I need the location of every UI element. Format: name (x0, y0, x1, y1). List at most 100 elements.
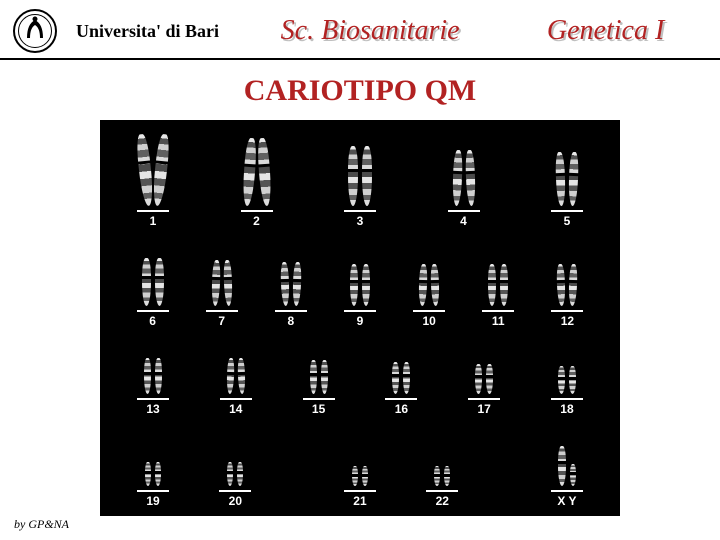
chromosome-label: X Y (557, 494, 576, 508)
slide-header: Universita' di Bari Sc. Biosanitarie Gen… (0, 0, 720, 60)
chromosome-slot: 18 (532, 366, 602, 416)
chromosome-slot: 8 (256, 262, 325, 328)
chromosome-label: 14 (229, 402, 242, 416)
chromosome-underline (344, 210, 376, 212)
chromosome-icon (352, 466, 358, 486)
chromosome-slot: 2 (222, 138, 292, 228)
chromosome-underline (137, 210, 169, 212)
chromosome-icon (362, 264, 370, 306)
chromosome-pair (350, 264, 370, 306)
chromosome-icon (500, 264, 508, 306)
chromosome-pair (488, 264, 508, 306)
chromosome-underline (206, 310, 238, 312)
chromosome-underline (413, 310, 445, 312)
chromosome-label: 21 (353, 494, 366, 508)
course-name-1: Sc. Biosanitarie (281, 15, 460, 47)
chromosome-icon (241, 138, 257, 207)
chromosome-slot: 16 (366, 362, 436, 416)
chromosome-label: 10 (422, 314, 435, 328)
chromosome-underline (137, 310, 169, 312)
chromosome-slot: 22 (407, 466, 477, 508)
chromosome-underline (303, 398, 335, 400)
chromosome-label: 4 (460, 214, 467, 228)
chromosome-icon (558, 366, 565, 394)
chromosome-label: 22 (436, 494, 449, 508)
chromosome-label: 5 (564, 214, 571, 228)
chromosome-pair (227, 462, 243, 486)
chromosome-pair (558, 366, 576, 394)
chromosome-pair (475, 364, 493, 394)
chromosome-slot: 5 (532, 152, 602, 228)
chromosome-slot: 15 (284, 360, 354, 416)
chromosome-icon (444, 466, 450, 486)
chromosome-underline (385, 398, 417, 400)
chromosome-underline (551, 490, 583, 492)
chromosome-underline (344, 310, 376, 312)
chromosome-underline (137, 490, 169, 492)
chromosome-pair (558, 446, 576, 486)
chromosome-label: 13 (146, 402, 159, 416)
chromosome-pair (139, 134, 167, 206)
chromosome-pair (145, 462, 161, 486)
chromosome-icon (292, 262, 302, 306)
chromosome-pair (212, 260, 232, 306)
chromosome-underline (344, 490, 376, 492)
slide-title: CARIOTIPO QM (0, 74, 720, 108)
chromosome-underline (551, 210, 583, 212)
chromosome-icon (155, 462, 161, 486)
chromosome-slot: 1 (118, 134, 188, 228)
chromosome-underline (448, 210, 480, 212)
chromosome-icon (569, 366, 576, 394)
karyotype-row: 12345 (118, 134, 602, 228)
course-name-2: Genetica I (547, 15, 664, 47)
chromosome-slot: 12 (533, 264, 602, 328)
chromosome-icon (211, 260, 221, 306)
chromosome-icon (403, 362, 410, 394)
university-name: Universita' di Bari (76, 21, 219, 42)
chromosome-slot: 20 (200, 462, 270, 508)
chromosome-label: 15 (312, 402, 325, 416)
karyotype-row: 19 20 21 22 X Y (118, 446, 602, 508)
chromosome-slot: 11 (464, 264, 533, 328)
chromosome-pair (348, 146, 372, 206)
chromosome-slot: X Y (532, 446, 602, 508)
chromosome-icon (348, 146, 358, 206)
chromosome-label: 19 (146, 494, 159, 508)
chromosome-icon (310, 360, 317, 394)
chromosome-icon (144, 358, 151, 394)
chromosome-slot: 9 (325, 264, 394, 328)
chromosome-label: 6 (149, 314, 156, 328)
chromosome-icon (475, 364, 482, 394)
chromosome-pair (310, 360, 328, 394)
chromosome-pair (556, 152, 578, 206)
chromosome-slot: 3 (325, 146, 395, 228)
chromosome-icon (568, 152, 579, 206)
chromosome-icon (155, 258, 164, 306)
chromosome-icon (569, 264, 578, 306)
chromosome-pair (244, 138, 270, 206)
chromosome-pair (144, 358, 162, 394)
chromosome-pair (557, 264, 577, 306)
chromosome-icon (555, 152, 566, 206)
chromosome-underline (220, 398, 252, 400)
chromosome-underline (482, 310, 514, 312)
chromosome-icon (434, 466, 440, 486)
chromosome-pair (281, 262, 301, 306)
chromosome-pair (453, 150, 475, 206)
chromosome-pair (352, 466, 368, 486)
chromosome-icon (155, 358, 162, 394)
chromosome-label: 9 (357, 314, 364, 328)
chromosome-label: 1 (150, 214, 157, 228)
chromosome-slot: 13 (118, 358, 188, 416)
chromosome-icon (223, 260, 233, 306)
chromosome-underline (137, 398, 169, 400)
chromosome-slot: 10 (395, 264, 464, 328)
chromosome-slot: 17 (449, 364, 519, 416)
chromosome-icon (142, 258, 151, 306)
chromosome-pair (419, 264, 439, 306)
chromosome-icon (362, 466, 368, 486)
chromosome-icon (151, 134, 170, 207)
karyotype-container: 12345678910111213141516171819202122X Y (0, 120, 720, 516)
chromosome-icon (558, 446, 566, 486)
chromosome-icon (135, 134, 154, 207)
